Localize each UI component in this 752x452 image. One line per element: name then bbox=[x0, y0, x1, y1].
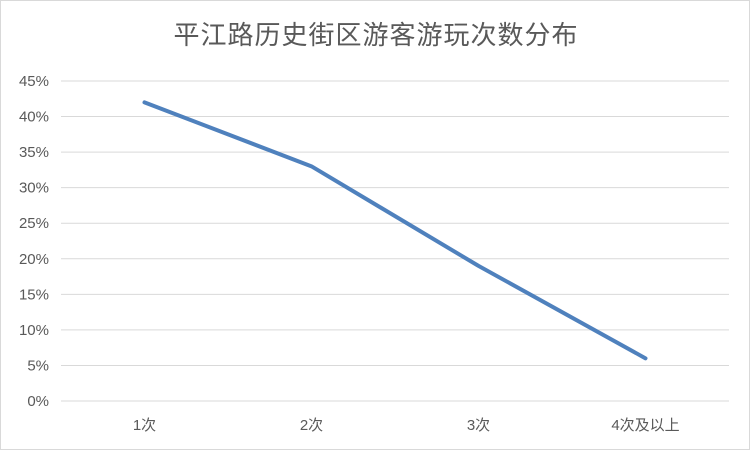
y-tick-label: 30% bbox=[19, 180, 49, 197]
x-tick-label: 2次 bbox=[300, 417, 323, 434]
y-axis-ticks: 0% 5% 10% 15% 20% 25% 30% 35% 40% 45% bbox=[19, 73, 49, 410]
y-tick-label: 45% bbox=[19, 73, 49, 90]
data-point bbox=[645, 357, 646, 359]
x-tick-label: 1次 bbox=[133, 417, 156, 434]
y-tick-label: 20% bbox=[19, 251, 49, 268]
x-axis-ticks: 1次 2次 3次 4次及以上 bbox=[133, 417, 680, 434]
data-point bbox=[311, 165, 312, 167]
data-point bbox=[144, 101, 145, 103]
chart-title: 平江路历史街区游客游玩次数分布 bbox=[173, 21, 579, 51]
series-line bbox=[142, 100, 648, 361]
y-tick-label: 35% bbox=[19, 144, 49, 161]
gridlines bbox=[61, 80, 729, 402]
y-tick-label: 5% bbox=[27, 357, 49, 374]
x-tick-label: 4次及以上 bbox=[611, 417, 679, 434]
series-layer bbox=[142, 100, 648, 361]
y-tick-label: 0% bbox=[27, 393, 49, 410]
y-tick-label: 25% bbox=[19, 215, 49, 232]
y-tick-label: 10% bbox=[19, 322, 49, 339]
x-tick-label: 3次 bbox=[467, 417, 490, 434]
y-tick-label: 40% bbox=[19, 109, 49, 126]
y-tick-label: 15% bbox=[19, 286, 49, 303]
data-point bbox=[478, 265, 479, 267]
